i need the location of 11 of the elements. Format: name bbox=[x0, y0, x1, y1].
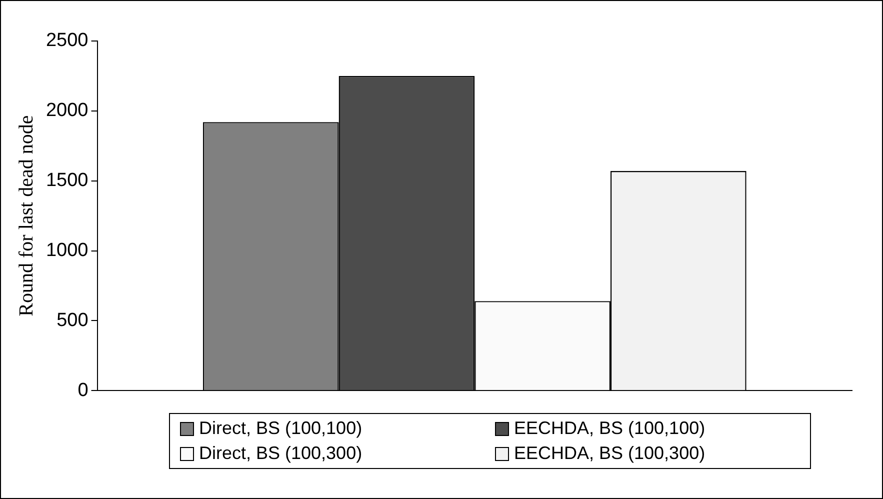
y-tick-label: 0 bbox=[78, 380, 88, 401]
legend-label: EECHDA, BS (100,300) bbox=[514, 443, 706, 464]
y-tick-label: 500 bbox=[56, 310, 88, 331]
y-tick-label: 2500 bbox=[46, 30, 88, 52]
legend-label: EECHDA, BS (100,100) bbox=[514, 418, 706, 439]
y-tick-label: 2000 bbox=[46, 100, 88, 122]
y-tick-label: 1500 bbox=[46, 170, 88, 192]
legend-label: Direct, BS (100,100) bbox=[199, 418, 362, 439]
legend-label: Direct, BS (100,300) bbox=[199, 443, 362, 464]
y-tick-label: 1000 bbox=[46, 240, 88, 261]
y-axis-title: Round for last dead node bbox=[15, 115, 38, 316]
